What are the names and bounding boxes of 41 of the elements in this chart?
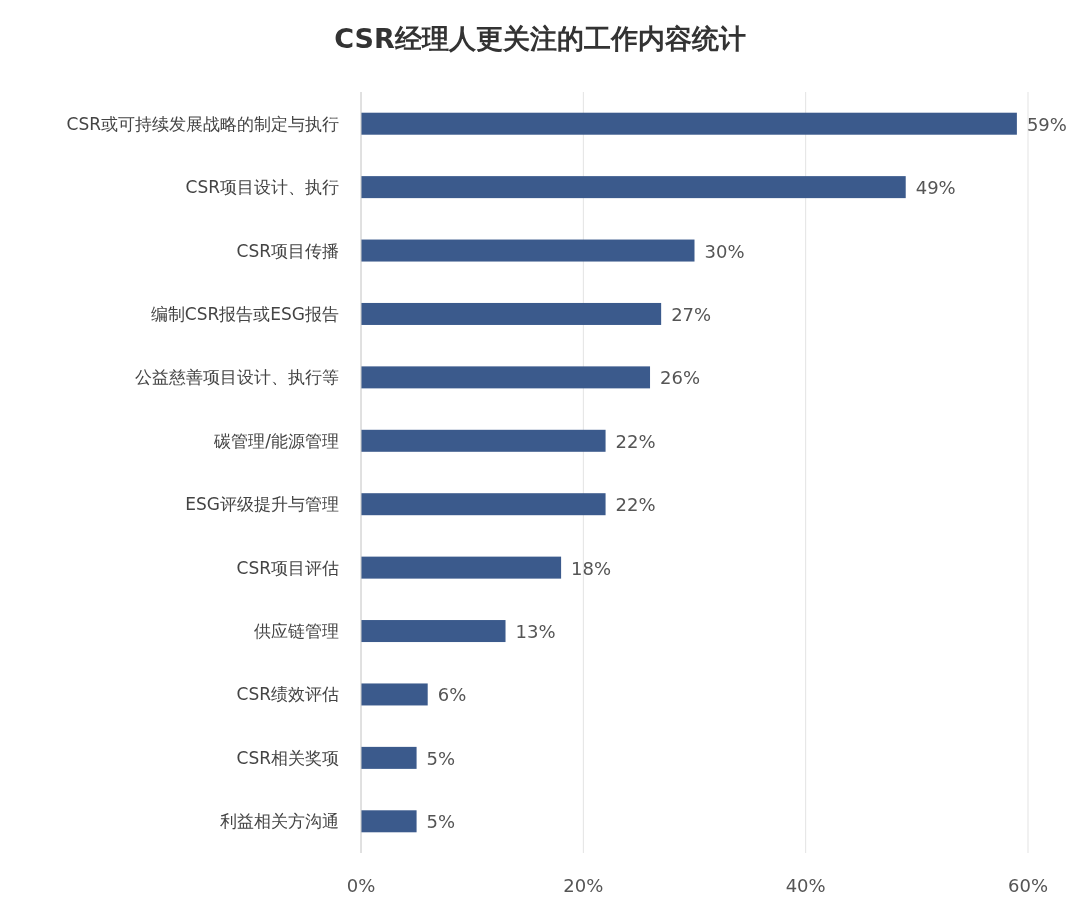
y-tick-label: CSR项目设计、执行 xyxy=(185,177,339,198)
y-tick-label: CSR项目评估 xyxy=(236,557,339,578)
bar xyxy=(361,683,428,706)
x-tick-label: 60% xyxy=(1007,875,1049,896)
y-tick-label: 编制CSR报告或ESG报告 xyxy=(150,303,339,324)
bar xyxy=(361,556,562,579)
data-label: 13% xyxy=(515,621,556,643)
y-tick-label: CSR绩效评估 xyxy=(236,684,339,705)
bar xyxy=(361,366,651,389)
x-tick-label: 0% xyxy=(346,875,376,896)
y-tick-label: 公益慈善项目设计、执行等 xyxy=(135,367,339,388)
data-label: 5% xyxy=(426,747,456,769)
bar xyxy=(361,620,506,643)
bar xyxy=(361,746,417,769)
data-label: 30% xyxy=(704,240,745,262)
bar xyxy=(361,112,1017,135)
x-tick-label: 40% xyxy=(785,875,826,896)
y-tick-label: ESG评级提升与管理 xyxy=(185,494,339,515)
y-tick-label: CSR项目传播 xyxy=(236,240,339,261)
y-tick-label: 利益相关方沟通 xyxy=(220,811,339,832)
data-label: 27% xyxy=(671,303,712,325)
data-label: 26% xyxy=(660,367,701,389)
bar xyxy=(361,493,606,516)
bar xyxy=(361,302,662,325)
data-label: 59% xyxy=(1026,113,1067,135)
y-tick-label: 碳管理/能源管理 xyxy=(213,430,339,451)
data-label: 6% xyxy=(437,684,467,706)
data-label: 49% xyxy=(915,177,956,199)
y-tick-label: CSR相关奖项 xyxy=(236,747,339,768)
bar xyxy=(361,239,695,262)
y-tick-label: 供应链管理 xyxy=(254,621,339,642)
y-tick-label: CSR或可持续发展战略的制定与执行 xyxy=(66,113,339,134)
bar xyxy=(361,176,906,199)
x-tick-label: 20% xyxy=(563,875,604,896)
data-label: 18% xyxy=(571,557,612,579)
data-label: 22% xyxy=(615,430,656,452)
chart-title: CSR经理人更关注的工作内容统计 xyxy=(334,23,746,54)
bar xyxy=(361,810,417,833)
data-label: 22% xyxy=(615,494,656,516)
bar xyxy=(361,429,606,452)
data-label: 5% xyxy=(426,811,456,833)
